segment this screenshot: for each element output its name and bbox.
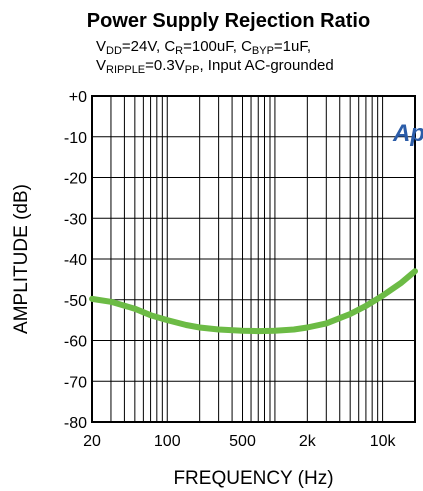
y-tick-label: +0 (69, 89, 87, 106)
x-tick-label: 20 (83, 433, 101, 450)
conditions-2-text-1: =0.3V (145, 57, 185, 74)
x-tick-label: 500 (229, 433, 256, 450)
conditions-2-text-0: V (96, 57, 107, 74)
conditions-1-text-0: V (96, 38, 107, 55)
conditions-2-text-2: , Input AC-grounded (199, 57, 334, 74)
y-tick-label: -60 (64, 334, 87, 351)
conditions-1-subscript-2: BYP (251, 45, 274, 57)
x-tick-label: 10k (370, 433, 397, 450)
x-axis-label: FREQUENCY (Hz) (173, 468, 333, 489)
y-tick-label: -70 (64, 374, 87, 391)
conditions-2-subscript-0: RIPPLE (106, 64, 146, 76)
y-tick-label: -30 (64, 211, 87, 228)
conditions-1-text-3: =1uF, (273, 38, 312, 55)
conditions-line-1: VDD=24V, CR=100uF, CBYP=1uF, (96, 38, 311, 60)
x-tick-label: 100 (154, 433, 181, 450)
conditions-1-text-1: =24V, C (121, 38, 176, 55)
x-tick-label: 2k (299, 433, 317, 450)
chart-title: Power Supply Rejection Ratio (86, 10, 371, 32)
conditions-1-subscript-1: R (175, 45, 184, 57)
plot-frame (91, 95, 416, 423)
series-line-0 (89, 268, 418, 335)
y-tick-label: -80 (64, 415, 87, 432)
y-tick-label: -40 (64, 252, 87, 269)
y-tick-label: -20 (64, 171, 87, 188)
conditions-1-text-2: =100uF, C (183, 38, 252, 55)
conditions-2-subscript-1: PP (184, 64, 200, 76)
conditions-line-2: VRIPPLE=0.3VPP, Input AC-grounded (96, 57, 334, 79)
ap-logo: Ap (392, 120, 423, 147)
y-axis-label: AMPLITUDE (dB) (11, 184, 32, 334)
conditions-1-subscript-0: DD (106, 45, 122, 57)
y-tick-label: -50 (64, 293, 87, 310)
y-tick-label: -10 (64, 130, 87, 147)
